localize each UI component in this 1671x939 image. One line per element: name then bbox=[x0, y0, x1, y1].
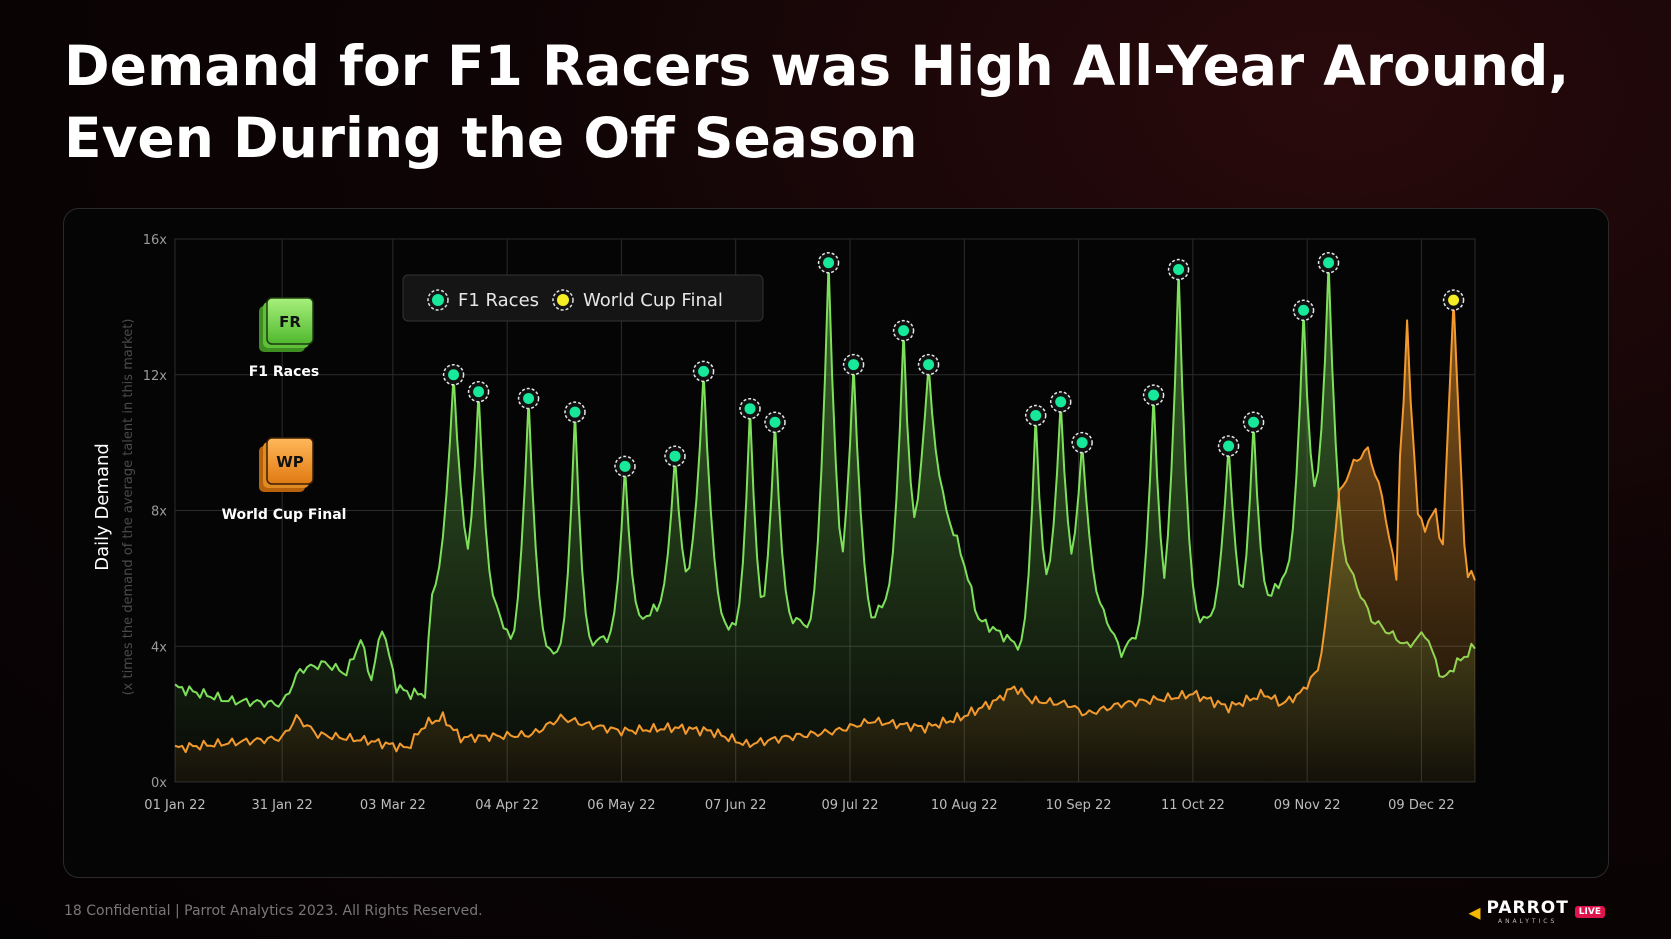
wcf-badge: WP World Cup Final bbox=[222, 437, 347, 523]
parrot-logo-icon: ◂ bbox=[1468, 897, 1481, 926]
page-title: Demand for F1 Racers was High All-Year A… bbox=[64, 30, 1569, 174]
f1-event-marker-dot bbox=[1323, 257, 1335, 269]
x-tick-label: 09 Jul 22 bbox=[821, 798, 878, 813]
legend-f1-marker-icon bbox=[427, 289, 449, 311]
live-badge: LIVE bbox=[1574, 905, 1605, 918]
wcf-event-marker-dot bbox=[1448, 294, 1460, 306]
y-tick-label: 12x bbox=[143, 369, 168, 384]
y-tick-label: 4x bbox=[151, 640, 167, 655]
f1-event-marker-dot bbox=[898, 325, 910, 337]
axes: 0x 4x 8x 12x 16x 01 Jan 22 31 Jan 22 03 Mar 22 0… bbox=[143, 233, 1455, 813]
f1-event-marker-dot bbox=[698, 365, 710, 377]
footer-text: 18 Confidential | Parrot Analytics 2023.… bbox=[64, 903, 483, 919]
y-tick-label: 0x bbox=[151, 776, 167, 791]
f1-event-marker-dot bbox=[769, 416, 781, 428]
f1-event-marker-dot bbox=[473, 386, 485, 398]
parrot-logo: ◂ PARROT ANALYTICS LIVE bbox=[1468, 898, 1605, 925]
f1-event-marker-dot bbox=[1173, 264, 1185, 276]
f1-event-marker-dot bbox=[744, 403, 756, 415]
f1-event-marker-dot bbox=[823, 257, 835, 269]
wcf-badge-text: WP bbox=[276, 453, 304, 471]
f1-event-marker-dot bbox=[1223, 440, 1235, 452]
legend-f1-label: F1 Races bbox=[458, 290, 539, 311]
legend-wcf-marker-fill-icon bbox=[557, 294, 569, 306]
f1-area bbox=[175, 262, 1475, 782]
f1-badge: FR F1 Races bbox=[249, 297, 320, 380]
wcf-badge-front bbox=[266, 437, 314, 485]
logo-subtext: ANALYTICS bbox=[1497, 918, 1558, 925]
y-tick-label: 8x bbox=[151, 505, 167, 520]
f1-event-marker-dot bbox=[1030, 409, 1042, 421]
chart-panel: 0x 4x 8x 12x 16x 01 Jan 22 31 Jan 22 03 Mar 22 0… bbox=[63, 208, 1609, 878]
f1-line bbox=[174, 261, 1476, 708]
f1-event-marker-dot bbox=[669, 450, 681, 462]
markers bbox=[442, 252, 1465, 478]
x-tick-label: 11 Oct 22 bbox=[1161, 798, 1225, 813]
x-tick-label: 03 Mar 22 bbox=[360, 798, 426, 813]
logo-text: PARROT bbox=[1486, 898, 1569, 918]
x-tick-label: 01 Jan 22 bbox=[144, 798, 205, 813]
logo-wordmark: PARROT ANALYTICS bbox=[1487, 898, 1569, 925]
wcf-line bbox=[174, 299, 1476, 754]
title-line-2: Even During the Off Season bbox=[64, 106, 918, 170]
legend-wcf-label: World Cup Final bbox=[583, 290, 723, 311]
wcf-area bbox=[175, 300, 1475, 782]
y-tick-label: 16x bbox=[143, 233, 168, 248]
x-tick-label: 09 Dec 22 bbox=[1388, 798, 1455, 813]
f1-event-marker-dot bbox=[1148, 389, 1160, 401]
x-tick-label: 31 Jan 22 bbox=[251, 798, 312, 813]
f1-event-marker-dot bbox=[448, 369, 460, 381]
x-tick-label: 06 May 22 bbox=[587, 798, 655, 813]
y-axis-subtitle: (x times the demand of the average talen… bbox=[121, 319, 136, 696]
f1-badge-front bbox=[266, 297, 314, 345]
f1-badge-text: FR bbox=[279, 313, 301, 331]
series bbox=[174, 261, 1476, 782]
x-tick-label: 07 Jun 22 bbox=[705, 798, 767, 813]
title-line-1: Demand for F1 Racers was High All-Year A… bbox=[64, 34, 1570, 98]
f1-event-marker-dot bbox=[523, 393, 535, 405]
demand-chart: 0x 4x 8x 12x 16x 01 Jan 22 31 Jan 22 03 Mar 22 0… bbox=[92, 233, 1476, 813]
y-axis-title: Daily Demand bbox=[92, 443, 113, 571]
f1-event-marker-dot bbox=[1298, 304, 1310, 316]
wcf-badge-label: World Cup Final bbox=[222, 507, 347, 523]
x-tick-label: 10 Aug 22 bbox=[931, 798, 998, 813]
f1-event-marker-dot bbox=[848, 359, 860, 371]
f1-event-marker-dot bbox=[923, 359, 935, 371]
f1-event-marker-dot bbox=[569, 406, 581, 418]
f1-event-marker-dot bbox=[619, 460, 631, 472]
x-tick-label: 10 Sep 22 bbox=[1046, 798, 1112, 813]
x-tick-label: 04 Apr 22 bbox=[475, 798, 539, 813]
legend-box bbox=[402, 274, 764, 322]
x-tick-label: 09 Nov 22 bbox=[1274, 798, 1341, 813]
legend-f1-marker-fill-icon bbox=[432, 294, 444, 306]
f1-event-marker-dot bbox=[1076, 437, 1088, 449]
legend: F1 Races World Cup Final bbox=[402, 274, 764, 322]
f1-event-marker-dot bbox=[1248, 416, 1260, 428]
f1-event-marker-dot bbox=[1055, 396, 1067, 408]
f1-badge-label: F1 Races bbox=[249, 364, 320, 380]
legend-wcf-marker-icon bbox=[552, 289, 574, 311]
